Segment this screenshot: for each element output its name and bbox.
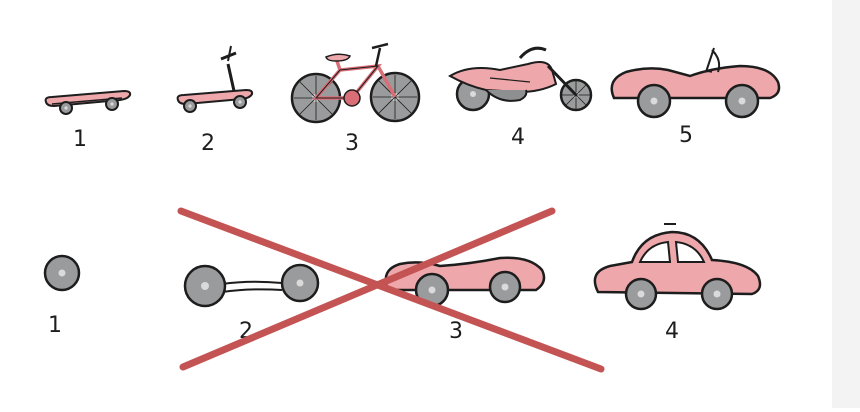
top-step-2-label: 2 — [201, 131, 215, 156]
bottom-step-1-label: 1 — [48, 313, 62, 338]
bicycle-icon — [290, 42, 421, 124]
diagram-canvas: 1 2 3 — [43, 42, 781, 373]
car-icon — [593, 223, 762, 311]
top-row: 1 2 3 — [44, 42, 781, 156]
convertible-car-icon — [610, 47, 781, 119]
top-step-3-label: 3 — [345, 131, 359, 156]
scooter-icon — [176, 45, 254, 113]
bottom-row: 1 2 3 4 — [43, 223, 762, 344]
mvp-diagram: 1 2 3 — [43, 42, 781, 373]
skateboard-icon — [44, 89, 132, 115]
top-step-1-label: 1 — [73, 127, 87, 152]
bottom-step-3-label: 3 — [449, 319, 463, 344]
cross-out-mark — [177, 207, 605, 373]
motorcycle-icon — [447, 46, 593, 112]
top-step-4-label: 4 — [511, 125, 525, 150]
wheel-icon — [43, 254, 81, 292]
axle-icon — [183, 263, 320, 308]
top-step-5-label: 5 — [679, 123, 693, 148]
right-side-strip — [832, 0, 860, 408]
bottom-step-4-label: 4 — [665, 319, 679, 344]
